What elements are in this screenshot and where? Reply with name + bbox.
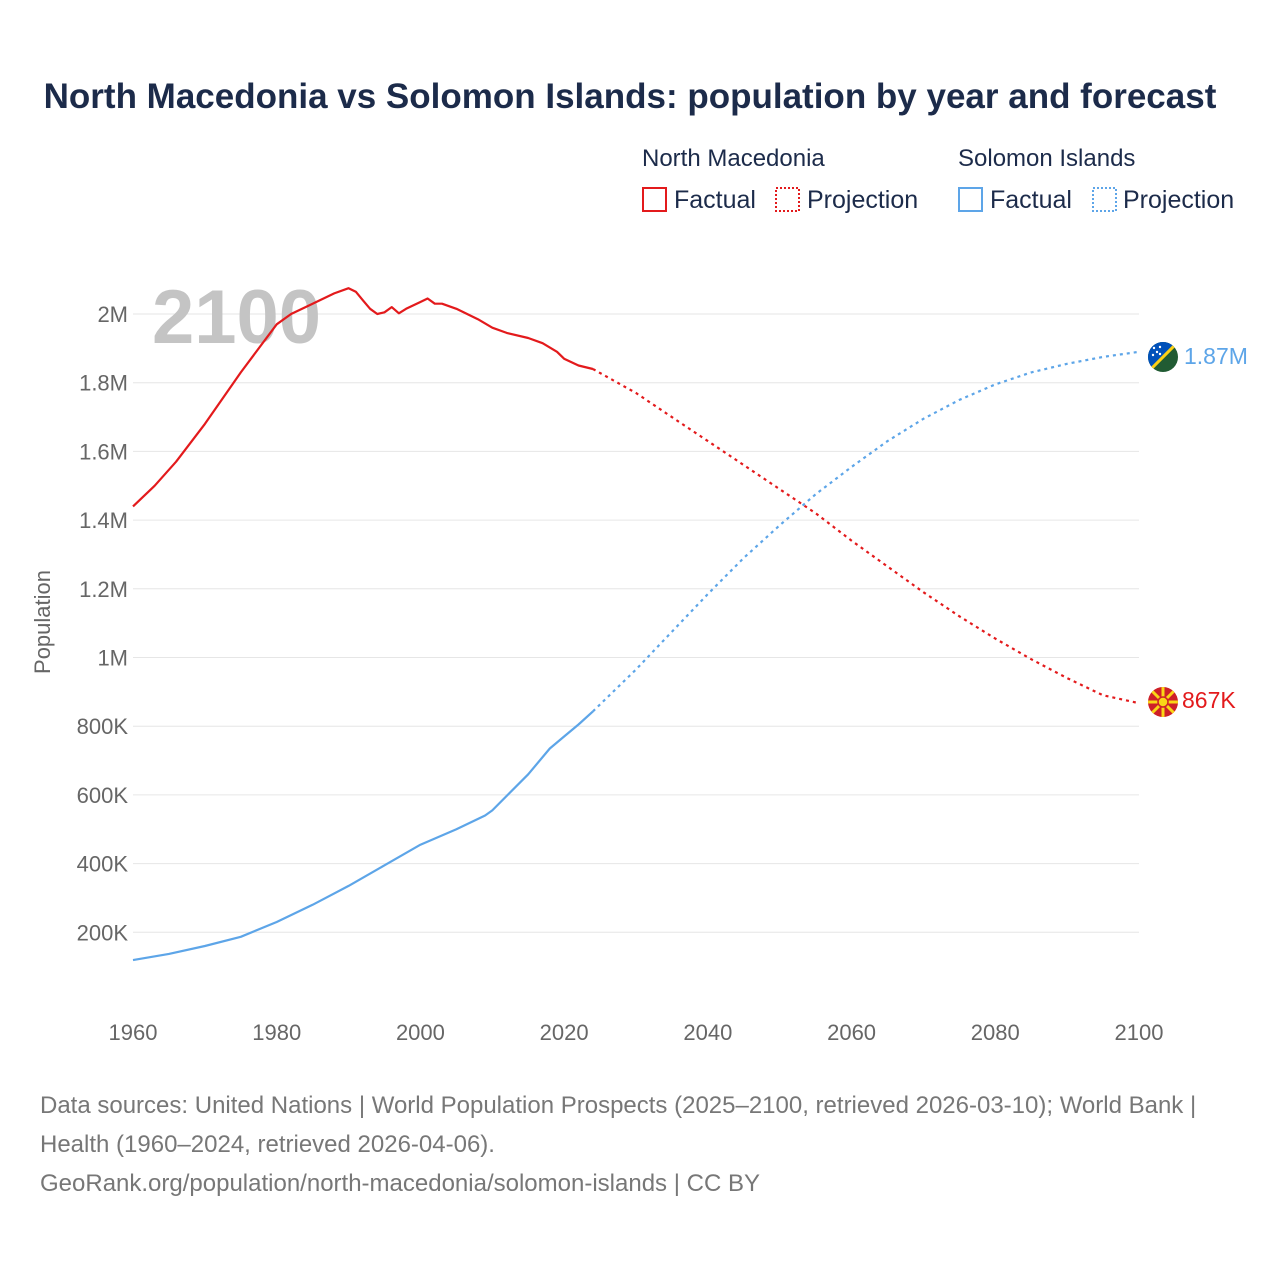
legend-label-solomon-islands-factual[interactable]: Factual — [990, 186, 1072, 214]
north-macedonia-projection-line[interactable] — [592, 368, 1140, 705]
legend-group-solomon-islands: Solomon Islands — [958, 145, 1135, 172]
y-tick-label: 1.4M — [79, 508, 128, 533]
legend-label-solomon-islands-projection[interactable]: Projection — [1123, 186, 1234, 214]
legend-swatch-north-macedonia-projection[interactable] — [775, 187, 800, 212]
y-tick-label: 400K — [77, 852, 129, 877]
solomon-islands-end-value: 1.87M — [1184, 343, 1248, 369]
x-tick-label: 2100 — [1115, 1020, 1164, 1045]
chart-title: North Macedonia vs Solomon Islands: popu… — [44, 77, 1217, 116]
x-tick-label: 1960 — [109, 1020, 158, 1045]
y-axis-ticks: 200K 400K 600K 800K 1M 1.2M 1.4M 1.6M 1.8M 2M — [77, 302, 129, 945]
y-tick-label: 1.6M — [79, 439, 128, 464]
current-year-label: 2100 — [152, 275, 321, 360]
x-tick-label: 2000 — [396, 1020, 445, 1045]
solomon-islands-projection-line[interactable] — [592, 350, 1140, 713]
legend-swatch-solomon-islands-factual[interactable] — [958, 187, 983, 212]
solomon-islands-flag-icon — [1148, 342, 1178, 372]
series-lines — [132, 287, 1140, 962]
north-macedonia-end-value: 867K — [1182, 687, 1236, 713]
legend-swatch-north-macedonia-factual[interactable] — [642, 187, 667, 212]
y-tick-label: 1M — [97, 646, 128, 671]
x-tick-label: 1980 — [252, 1020, 301, 1045]
x-axis-ticks: 1960 1980 2000 2020 2040 2060 2080 2100 — [109, 1020, 1164, 1045]
y-tick-label: 600K — [77, 783, 129, 808]
legend: North Macedonia Factual Projection Solom… — [642, 145, 1234, 214]
y-tick-label: 200K — [77, 920, 129, 945]
legend-swatch-solomon-islands-projection[interactable] — [1092, 187, 1117, 212]
legend-label-north-macedonia-factual[interactable]: Factual — [674, 186, 756, 214]
y-tick-label: 1.8M — [79, 371, 128, 396]
north-macedonia-factual-line[interactable] — [132, 287, 594, 508]
solomon-islands-factual-line[interactable] — [132, 710, 594, 962]
x-tick-label: 2040 — [683, 1020, 732, 1045]
y-tick-label: 2M — [97, 302, 128, 327]
legend-label-north-macedonia-projection[interactable]: Projection — [807, 186, 918, 214]
footer: Data sources: United Nations | World Pop… — [40, 1086, 1240, 1203]
north-macedonia-flag-icon — [1148, 687, 1178, 717]
x-tick-label: 2060 — [827, 1020, 876, 1045]
source-link[interactable]: GeoRank.org/population/north-macedonia/s… — [40, 1170, 760, 1197]
x-tick-label: 2020 — [540, 1020, 589, 1045]
y-axis-label: Population — [30, 570, 55, 674]
legend-group-north-macedonia: North Macedonia — [642, 145, 825, 172]
x-tick-label: 2080 — [971, 1020, 1020, 1045]
y-tick-label: 1.2M — [79, 577, 128, 602]
y-tick-label: 800K — [77, 714, 129, 739]
gridlines — [133, 313, 1139, 933]
data-sources-text: Data sources: United Nations | World Pop… — [40, 1092, 1197, 1158]
